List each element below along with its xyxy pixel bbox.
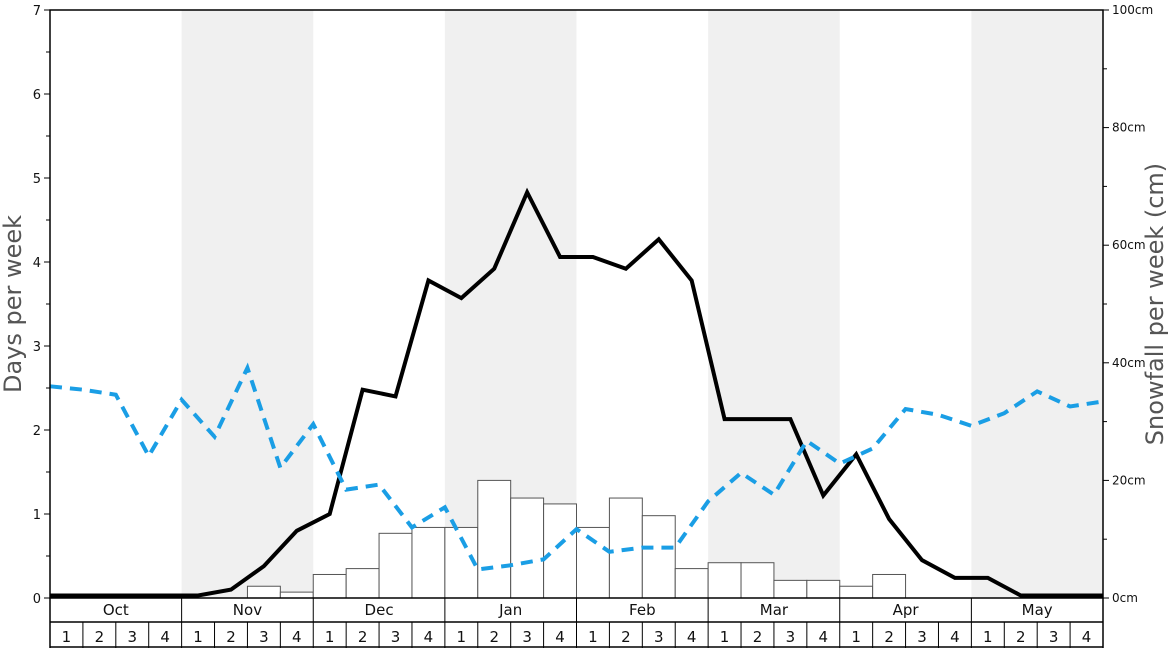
month-label-dec: Dec xyxy=(365,601,394,619)
week-label: 2 xyxy=(95,628,105,646)
month-label-apr: Apr xyxy=(893,601,920,619)
week-label: 4 xyxy=(1082,628,1092,646)
week-label: 3 xyxy=(1049,628,1059,646)
snowfall-bar xyxy=(378,532,413,599)
right-tick-label: 20cm xyxy=(1112,473,1146,487)
left-axis-ticks: 0 1 2 3 4 5 6 7 xyxy=(33,4,50,607)
right-tick-label: 0cm xyxy=(1112,591,1138,605)
month-shading xyxy=(181,10,1103,598)
week-label: 4 xyxy=(819,628,829,646)
week-label: 3 xyxy=(654,628,664,646)
week-label: 2 xyxy=(884,628,894,646)
snowfall-bar xyxy=(674,568,709,599)
right-axis-ticks: 0cm 20cm 40cm 60cm 80cm 100cm xyxy=(1103,3,1153,605)
week-label: 1 xyxy=(457,628,467,646)
snowfall-bar xyxy=(806,579,841,599)
right-tick-label: 60cm xyxy=(1112,238,1146,252)
week-label: 3 xyxy=(391,628,401,646)
days-line xyxy=(50,187,1103,598)
week-label: 4 xyxy=(555,628,565,646)
month-label-nov: Nov xyxy=(233,601,262,619)
week-label: 4 xyxy=(160,628,170,646)
week-label: 2 xyxy=(226,628,236,646)
shade-mar xyxy=(708,10,840,598)
right-axis-title: Snowfall per week (cm) xyxy=(1141,163,1168,445)
dashed-line xyxy=(49,362,1104,572)
snowfall-bar xyxy=(246,585,281,599)
week-label: 1 xyxy=(325,628,335,646)
week-label: 3 xyxy=(259,628,269,646)
week-label: 2 xyxy=(358,628,368,646)
week-label: 1 xyxy=(62,628,72,646)
month-label-mar: Mar xyxy=(760,601,789,619)
snowfall-bars xyxy=(246,479,907,599)
left-tick-label: 1 xyxy=(33,508,41,523)
x-axis-rows: Oct 1 2 3 4 Nov 1 2 3 4 Dec 1 2 3 4 Jan 1 2 3 4 Feb 1 2 3 4 Mar 1 2… xyxy=(49,598,1104,648)
right-tick-label: 80cm xyxy=(1112,121,1146,135)
snowfall-bar xyxy=(641,515,676,599)
week-label: 3 xyxy=(127,628,137,646)
week-label: 3 xyxy=(786,628,796,646)
right-tick-label: 100cm xyxy=(1112,3,1153,17)
left-tick-label: 5 xyxy=(33,172,41,187)
snowfall-bar xyxy=(477,479,512,599)
snowfall-bar xyxy=(839,585,874,599)
month-label-may: May xyxy=(1022,601,1053,619)
month-label-feb: Feb xyxy=(629,601,656,619)
snowfall-bar xyxy=(576,526,610,599)
snowfall-bar xyxy=(543,503,577,599)
week-label: 2 xyxy=(489,628,499,646)
right-tick-label: 40cm xyxy=(1112,356,1146,370)
snowfall-bar xyxy=(773,579,808,599)
week-label: 1 xyxy=(193,628,203,646)
month-label-oct: Oct xyxy=(103,601,129,619)
shade-nov xyxy=(181,10,314,598)
snowfall-bar xyxy=(872,573,907,599)
series-lines xyxy=(49,187,1104,598)
week-label: 4 xyxy=(950,628,960,646)
snowfall-bar xyxy=(510,497,545,599)
week-label: 3 xyxy=(917,628,927,646)
week-label: 4 xyxy=(687,628,697,646)
week-label: 3 xyxy=(522,628,532,646)
left-tick-label: 7 xyxy=(33,4,41,19)
week-label: 1 xyxy=(720,628,730,646)
week-label: 1 xyxy=(983,628,993,646)
left-tick-label: 3 xyxy=(33,340,41,355)
week-label: 2 xyxy=(1016,628,1026,646)
left-axis-title: Days per week xyxy=(0,215,27,393)
month-label-jan: Jan xyxy=(498,601,522,619)
week-label: 4 xyxy=(424,628,434,646)
week-label: 2 xyxy=(753,628,763,646)
week-label: 2 xyxy=(621,628,631,646)
snowfall-bar xyxy=(411,526,446,599)
week-label: 1 xyxy=(588,628,598,646)
snowfall-bar xyxy=(707,562,742,599)
snowfall-bar xyxy=(740,562,775,599)
week-label: 4 xyxy=(292,628,302,646)
shade-may xyxy=(971,10,1103,598)
left-tick-label: 4 xyxy=(33,256,41,271)
snowfall-bar xyxy=(345,568,380,599)
left-tick-label: 0 xyxy=(33,592,41,607)
snowfall-bar xyxy=(279,591,314,599)
left-tick-label: 6 xyxy=(33,88,41,103)
left-tick-label: 2 xyxy=(33,424,41,439)
snowfall-bar xyxy=(312,573,347,599)
week-label: 1 xyxy=(851,628,861,646)
